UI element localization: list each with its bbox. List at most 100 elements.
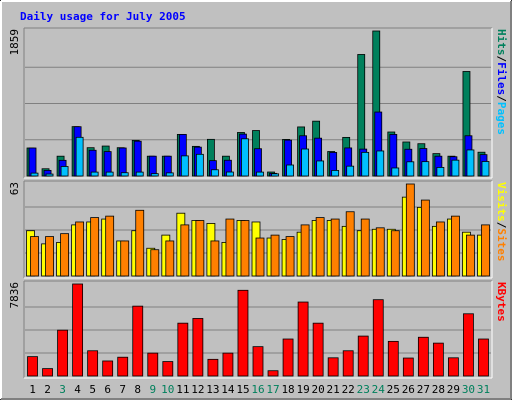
bar-kbytes-day-7 xyxy=(117,356,129,377)
bar-kbytes-day-24 xyxy=(372,299,384,377)
bar-kbytes-day-4 xyxy=(72,283,84,377)
x-tick-label: 18 xyxy=(281,383,294,396)
bar-kbytes-day-6 xyxy=(102,360,114,377)
panel-visits-sites: 63 Visits/Sites xyxy=(8,180,508,279)
bar-files-day-8 xyxy=(133,140,142,177)
x-tick-label: 29 xyxy=(447,383,460,396)
legend-item: Sites xyxy=(495,228,508,261)
bar-pages-day-27 xyxy=(421,161,430,177)
legend-item: Hits xyxy=(495,29,508,56)
bar-pages-day-15 xyxy=(241,138,249,177)
bar-pages-day-19 xyxy=(301,148,309,177)
panel-hits-files-pages: 1859 Hits/Files/Pages xyxy=(8,27,508,179)
bar-sites-day-16 xyxy=(255,237,265,277)
bar-kbytes-day-5 xyxy=(87,350,99,377)
bar-pages-day-24 xyxy=(376,150,385,177)
bar-pages-day-4 xyxy=(75,136,84,177)
bar-files-day-7 xyxy=(118,147,127,177)
x-tick-label: 19 xyxy=(296,383,309,396)
legend-item: Pages xyxy=(495,102,508,135)
y-max-label: 7836 xyxy=(8,282,21,309)
bar-sites-day-5 xyxy=(90,217,100,277)
bar-sites-day-21 xyxy=(330,218,340,277)
x-tick-label: 31 xyxy=(477,383,490,396)
bar-pages-day-1 xyxy=(30,172,39,177)
bar-sites-day-12 xyxy=(195,220,205,277)
x-tick-label: 5 xyxy=(89,383,96,396)
bar-kbytes-day-21 xyxy=(327,357,339,377)
bar-sites-day-20 xyxy=(315,217,325,277)
chart-title: Daily usage for July 2005 xyxy=(20,10,186,23)
bar-kbytes-day-13 xyxy=(207,358,219,377)
x-tick-label: 24 xyxy=(372,383,386,396)
bar-kbytes-day-18 xyxy=(282,338,294,377)
x-tick-label: 1 xyxy=(29,383,36,396)
bar-pages-day-30 xyxy=(466,149,475,177)
bar-pages-day-17 xyxy=(271,173,279,177)
x-tick-label: 11 xyxy=(176,383,189,396)
bar-sites-day-2 xyxy=(45,236,54,277)
legend-separator: / xyxy=(495,222,508,229)
bar-kbytes-day-29 xyxy=(448,357,459,377)
x-tick-label: 7 xyxy=(119,383,126,396)
bar-sites-day-1 xyxy=(30,236,39,277)
bar-kbytes-day-30 xyxy=(463,313,474,377)
x-tick-label: 17 xyxy=(266,383,279,396)
bar-pages-day-2 xyxy=(45,173,54,177)
bar-files-day-9 xyxy=(148,155,157,177)
x-tick-label: 8 xyxy=(134,383,141,396)
bar-kbytes-day-19 xyxy=(297,301,309,377)
bar-pages-day-11 xyxy=(180,155,189,177)
bar-pages-day-31 xyxy=(481,161,490,177)
bar-pages-day-18 xyxy=(286,164,294,177)
bar-pages-day-22 xyxy=(346,165,355,177)
bar-kbytes-day-8 xyxy=(132,305,144,377)
bar-pages-day-14 xyxy=(226,171,234,177)
x-tick-label: 2 xyxy=(44,383,51,396)
bar-sites-day-4 xyxy=(75,221,85,277)
bar-sites-day-28 xyxy=(435,221,445,277)
x-tick-label: 30 xyxy=(462,383,475,396)
bar-kbytes-day-11 xyxy=(177,322,189,377)
bar-sites-day-31 xyxy=(481,224,490,277)
bar-kbytes-day-22 xyxy=(342,350,354,377)
x-tick-label: 9 xyxy=(149,383,156,396)
x-tick-label: 20 xyxy=(312,383,325,396)
legend: Hits/Files/Pages xyxy=(495,29,508,135)
bar-pages-day-20 xyxy=(316,160,325,177)
x-tick-label: 6 xyxy=(104,383,111,396)
bar-pages-day-21 xyxy=(331,170,340,177)
bar-sites-day-17 xyxy=(270,234,280,277)
bar-kbytes-day-27 xyxy=(417,336,429,377)
legend: KBytes xyxy=(495,282,508,322)
bar-kbytes-day-25 xyxy=(387,340,399,377)
legend-item: Files xyxy=(495,62,508,95)
bar-pages-day-29 xyxy=(451,159,460,177)
bar-sites-day-29 xyxy=(451,215,460,277)
bar-kbytes-day-28 xyxy=(432,342,444,377)
x-tick-label: 25 xyxy=(387,383,400,396)
legend-separator: / xyxy=(495,56,508,63)
bar-kbytes-day-14 xyxy=(222,352,234,377)
bar-kbytes-day-23 xyxy=(357,335,369,377)
y-max-label: 1859 xyxy=(8,29,21,56)
bar-sites-day-26 xyxy=(405,183,415,277)
bar-kbytes-day-1 xyxy=(27,356,38,377)
bar-sites-day-30 xyxy=(466,234,475,277)
x-tick-label: 3 xyxy=(59,383,66,396)
bar-pages-day-12 xyxy=(195,153,204,177)
bar-sites-day-23 xyxy=(360,218,370,277)
bar-pages-day-13 xyxy=(211,169,219,177)
bar-pages-day-10 xyxy=(165,172,174,177)
bar-kbytes-day-26 xyxy=(402,357,414,377)
legend-item: Visits xyxy=(495,182,508,222)
bar-sites-day-14 xyxy=(225,218,235,277)
bar-sites-day-22 xyxy=(345,211,355,277)
bar-sites-day-10 xyxy=(165,240,175,277)
legend-item: KBytes xyxy=(495,282,508,322)
bar-kbytes-day-17 xyxy=(267,370,279,377)
bar-files-day-1 xyxy=(28,147,37,177)
bar-pages-day-28 xyxy=(436,167,445,177)
